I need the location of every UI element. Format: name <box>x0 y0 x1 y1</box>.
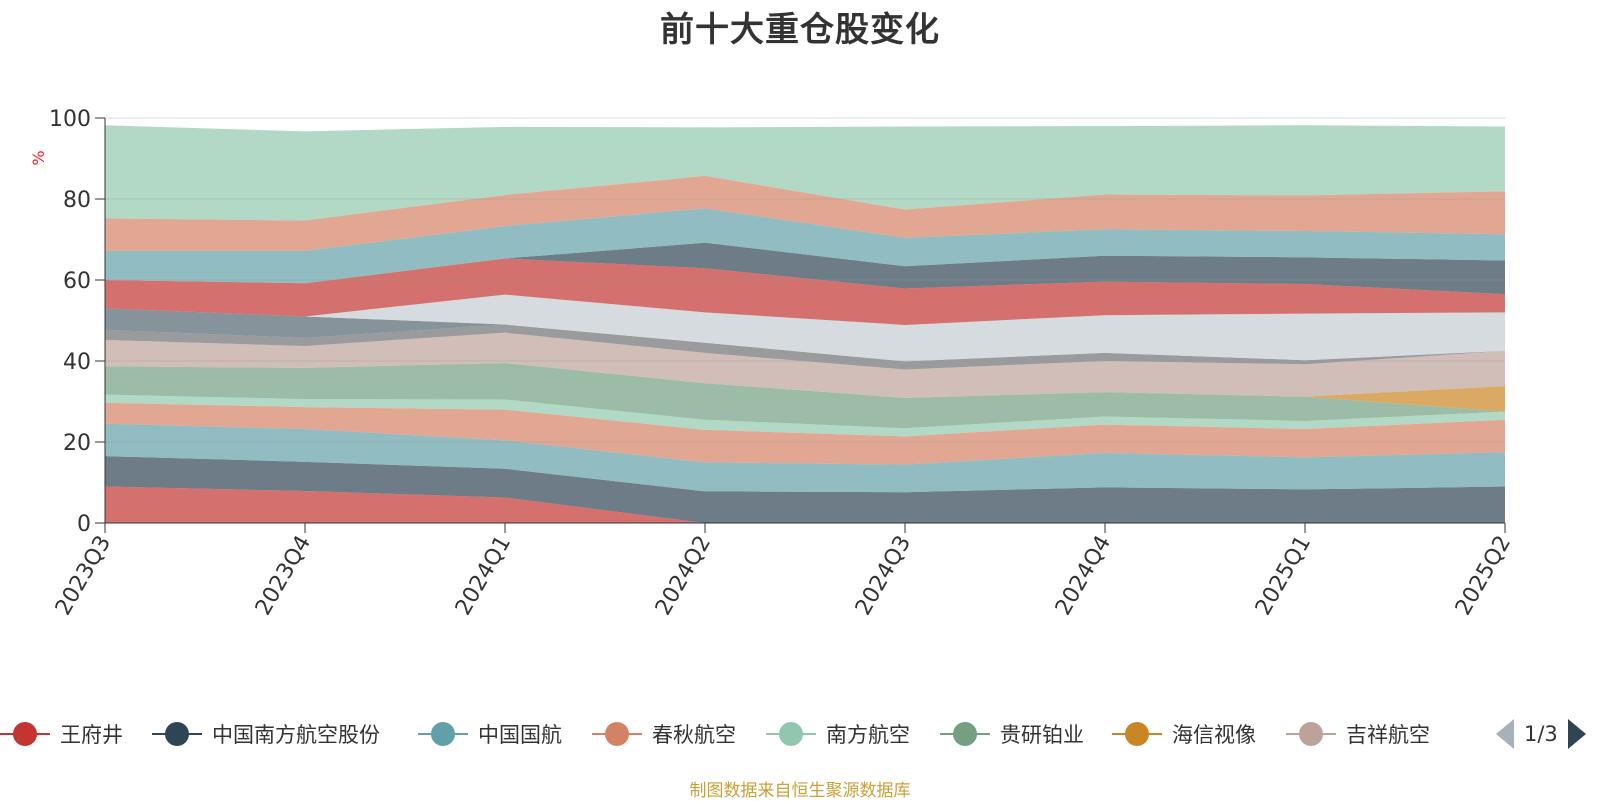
legend-item-3[interactable]: 春秋航空 <box>592 714 736 754</box>
area-series-11 <box>105 258 1505 325</box>
area-series-13 <box>105 208 1505 284</box>
legend-item-0[interactable]: 王府井 <box>0 714 123 754</box>
area-series-4 <box>105 394 1505 437</box>
y-tick-label: 0 <box>77 512 91 537</box>
x-tick-label: 2023Q4 <box>251 532 316 620</box>
legend-label: 贵研铂业 <box>1000 723 1084 747</box>
legend-swatch <box>766 719 816 749</box>
legend-item-2[interactable]: 中国国航 <box>418 714 562 754</box>
area-series-8 <box>105 324 1505 370</box>
area-series-7 <box>105 332 1505 398</box>
legend-label: 海信视像 <box>1172 723 1256 747</box>
legend-label: 中国国航 <box>478 723 562 747</box>
stacked-area-chart: 0 20 40 60 80 100 2023Q3 2023Q4 2024Q1 2024Q2 2024… <box>29 107 1516 620</box>
area-series-10 <box>105 294 1505 362</box>
legend-label: 南方航空 <box>826 723 910 747</box>
legend-swatch <box>418 719 468 749</box>
x-tick-label: 2025Q1 <box>1251 532 1316 620</box>
legend-label: 春秋航空 <box>652 723 736 747</box>
area-series-1 <box>105 456 1505 523</box>
legend-swatch <box>1286 719 1336 749</box>
y-tick-label: 100 <box>49 107 91 132</box>
legend-label: 王府井 <box>60 723 123 747</box>
x-tick-label: 2024Q2 <box>651 532 716 620</box>
y-tick-label: 20 <box>63 431 91 456</box>
y-tick-label: 40 <box>63 350 91 375</box>
legend-item-6[interactable]: 海信视像 <box>1112 714 1256 754</box>
legend-item-5[interactable]: 贵研铂业 <box>940 714 1084 754</box>
y-axis-label: % <box>29 150 48 165</box>
legend-swatch <box>152 719 202 749</box>
x-tick-label: 2023Q3 <box>51 532 116 620</box>
legend-label: 中国南方航空股份 <box>212 723 380 747</box>
x-tick-label: 2024Q3 <box>851 532 916 620</box>
area-series-14 <box>105 175 1505 251</box>
area-series-3 <box>105 402 1505 465</box>
legend-item-4[interactable]: 南方航空 <box>766 714 910 754</box>
x-tick-label: 2025Q2 <box>1451 532 1516 620</box>
x-tick-label: 2024Q4 <box>1051 532 1116 620</box>
legend-swatch <box>940 719 990 749</box>
legend-prev-page-icon[interactable] <box>1496 719 1514 749</box>
legend-swatch <box>0 719 50 749</box>
chart-title: 前十大重仓股变化 <box>660 10 940 50</box>
area-series-5 <box>105 363 1505 429</box>
area-series-0 <box>105 486 1505 523</box>
legend-item-7[interactable]: 吉祥航空 <box>1286 714 1430 754</box>
legend: 王府井 中国南方航空股份 中国国航 春秋航空 南方航空 贵研铂业 海信视像 吉祥… <box>0 714 1600 754</box>
area-series-2 <box>105 423 1505 493</box>
x-tick-label: 2024Q1 <box>451 532 516 620</box>
legend-item-1[interactable]: 中国南方航空股份 <box>152 714 380 754</box>
legend-page-indicator: 1/3 <box>1524 722 1558 746</box>
y-tick-label: 80 <box>63 188 91 213</box>
legend-label: 吉祥航空 <box>1346 723 1430 747</box>
source-note: 制图数据来自恒生聚源数据库 <box>689 781 911 801</box>
area-series-15 <box>105 125 1505 221</box>
legend-swatch <box>592 719 642 749</box>
y-tick-label: 60 <box>63 269 91 294</box>
legend-pager: 1/3 <box>1496 714 1586 754</box>
legend-swatch <box>1112 719 1162 749</box>
legend-next-page-icon[interactable] <box>1567 719 1586 749</box>
area-series-12 <box>105 242 1505 295</box>
